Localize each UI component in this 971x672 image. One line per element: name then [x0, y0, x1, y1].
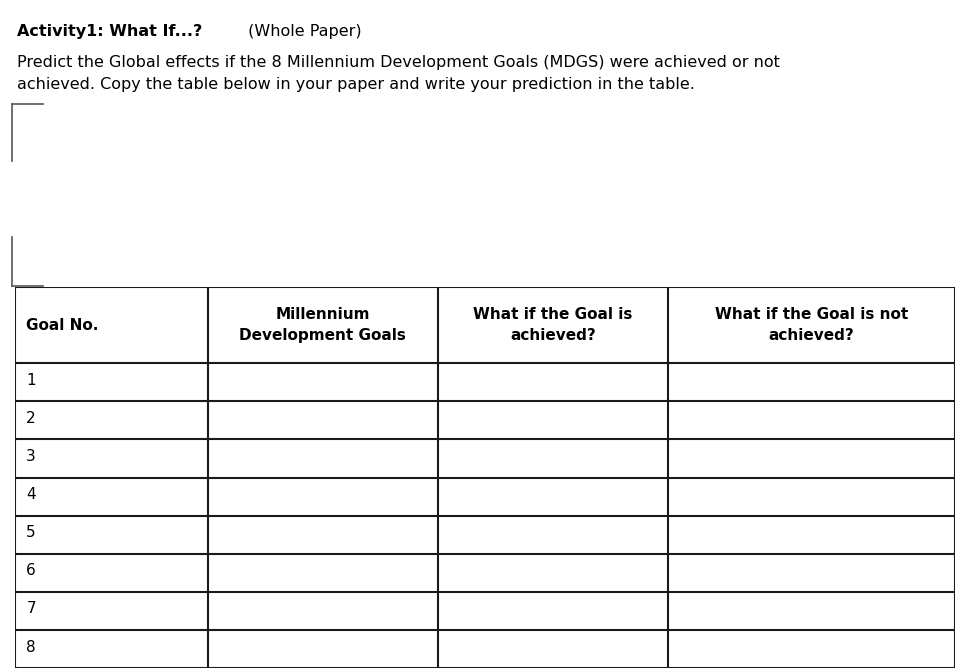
Text: 6: 6 [26, 563, 36, 579]
Text: What if the Goal is not
achieved?: What if the Goal is not achieved? [715, 307, 908, 343]
Text: Millennium
Development Goals: Millennium Development Goals [240, 307, 406, 343]
Text: Activity1: What If...?: Activity1: What If...? [17, 24, 203, 38]
Text: 1: 1 [26, 373, 36, 388]
Text: 5: 5 [26, 526, 36, 540]
Text: 2: 2 [26, 411, 36, 426]
Text: What if the Goal is
achieved?: What if the Goal is achieved? [474, 307, 633, 343]
Text: achieved. Copy the table below in your paper and write your prediction in the ta: achieved. Copy the table below in your p… [17, 77, 695, 92]
Text: Predict the Global effects if the 8 Millennium Development Goals (MDGS) were ach: Predict the Global effects if the 8 Mill… [17, 55, 781, 70]
Text: 7: 7 [26, 601, 36, 616]
Text: 4: 4 [26, 487, 36, 502]
Text: 3: 3 [26, 449, 36, 464]
Text: Goal No.: Goal No. [26, 318, 99, 333]
Text: 8: 8 [26, 640, 36, 655]
Text: (Whole Paper): (Whole Paper) [243, 24, 361, 38]
